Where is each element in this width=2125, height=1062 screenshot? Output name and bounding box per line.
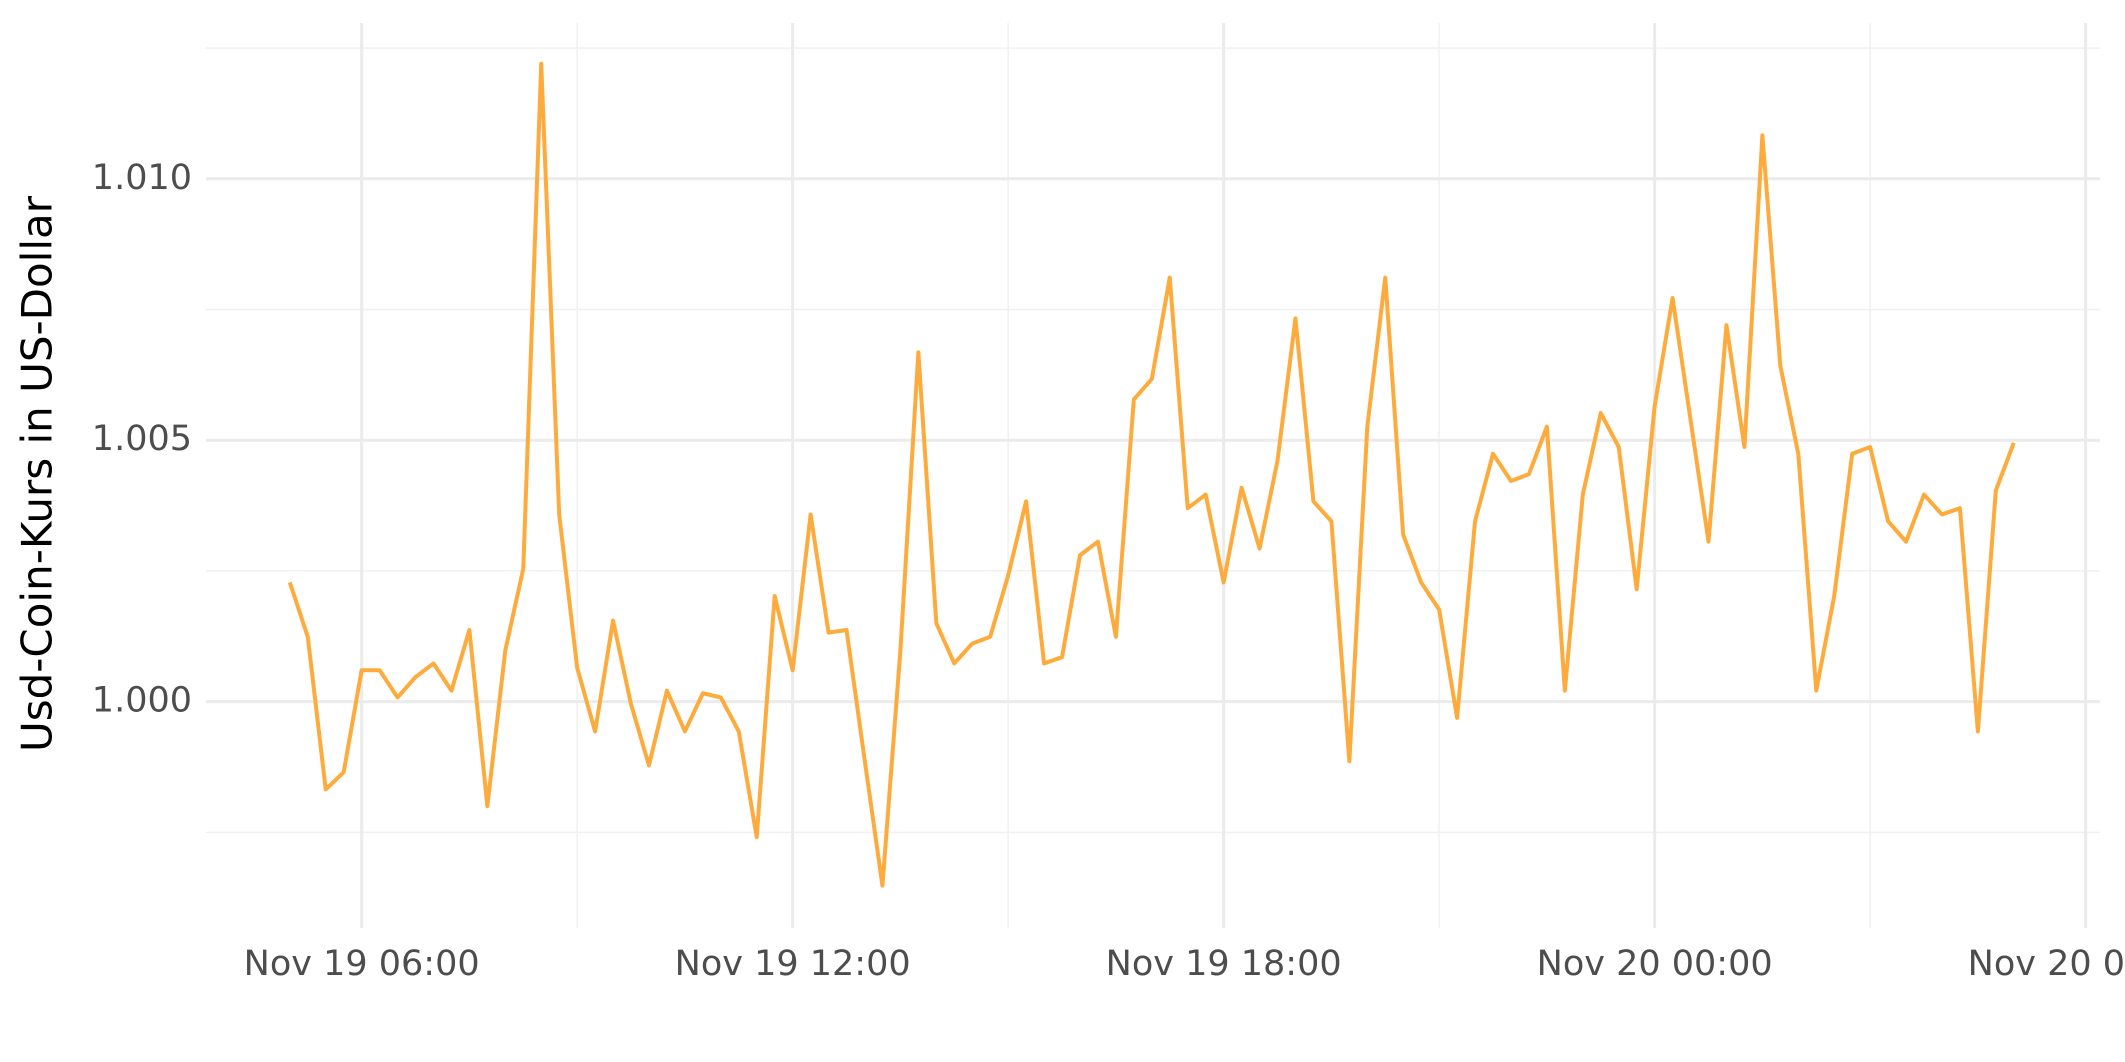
data-line	[287, 61, 2016, 888]
y-tick-label: 1.010	[92, 158, 192, 198]
x-tick-label: Nov 19 12:00	[675, 944, 911, 984]
x-tick-label: Nov 19 18:00	[1106, 944, 1342, 984]
y-tick-label: 1.000	[92, 681, 192, 721]
y-axis-label: Usd-Coin-Kurs in US-Dollar	[13, 195, 62, 752]
x-tick-label: Nov 20 00:00	[1537, 944, 1773, 984]
y-tick-label: 1.005	[92, 419, 192, 459]
x-tick-label: Nov 19 06:00	[244, 944, 480, 984]
x-tick-label: Nov 20 06:00	[1968, 944, 2125, 984]
